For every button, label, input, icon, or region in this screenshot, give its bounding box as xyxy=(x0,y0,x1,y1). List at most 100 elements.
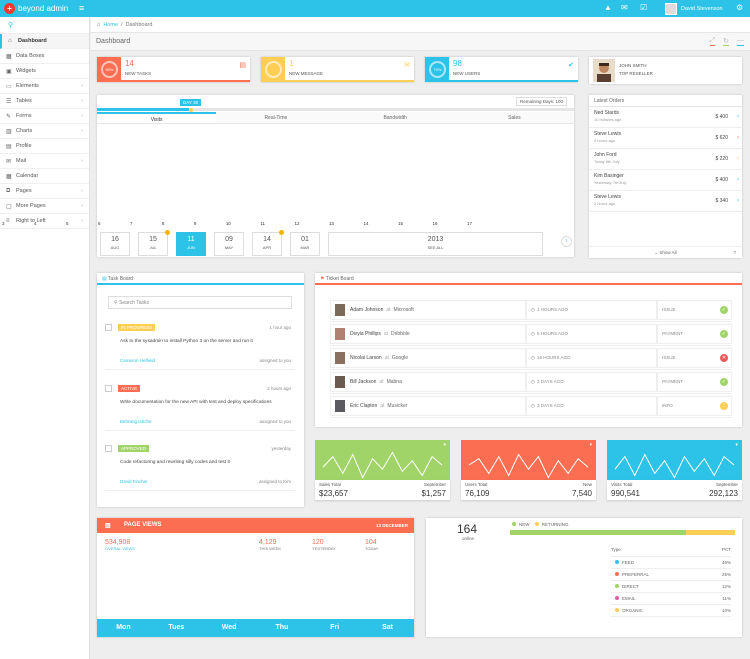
stat-label: New Users xyxy=(453,71,481,76)
weekday-thu[interactable]: Thu xyxy=(275,624,289,631)
chevron-right-icon[interactable]: › xyxy=(737,198,739,204)
task-owner-link[interactable]: Cameron Hetfield xyxy=(120,358,156,363)
date-month: APR xyxy=(262,245,272,250)
sidebar-item-dashboard[interactable]: ⌂ Dashboard xyxy=(0,34,89,49)
sidebar-item-right-to-left[interactable]: ≡ Right to Left › xyxy=(0,214,89,229)
weekday-fri[interactable]: Fri xyxy=(330,624,340,631)
task-checkbox[interactable] xyxy=(105,444,112,452)
spark-line xyxy=(468,453,589,479)
x-tick-label: 14 xyxy=(363,221,369,226)
show-all-link[interactable]: ⌄ Show All ? xyxy=(589,246,742,258)
spark-line xyxy=(614,453,735,479)
sidebar-item-calendar[interactable]: ▦ Calendar xyxy=(0,169,89,184)
alert-icon[interactable]: ▲ xyxy=(604,3,612,12)
tasks-icon[interactable]: ☑ xyxy=(640,3,648,12)
sidebar-item-elements[interactable]: ▭ Elements › xyxy=(0,79,89,94)
order-item[interactable]: Steve Lewis 2 hours ago $ 620 › xyxy=(589,128,742,149)
dropdown-caret-icon[interactable]: ▾ xyxy=(589,442,592,448)
order-item[interactable]: Ned Stards 10 minutes ago $ 400 › xyxy=(589,107,742,128)
sidebar-search[interactable]: ⚲ xyxy=(0,17,89,34)
ticket-type-text: INFO xyxy=(662,403,673,408)
sidebar-item-label: Dashboard xyxy=(18,38,47,44)
weekday-mon[interactable]: Mon xyxy=(116,624,131,631)
see-all-link[interactable]: SEE ALL xyxy=(427,245,444,250)
date-jun[interactable]: 11 JUN xyxy=(176,232,206,256)
date-jul[interactable]: 15 JUL xyxy=(138,230,170,256)
task-text: Write documentation for the new API with… xyxy=(120,400,272,405)
weekday-sat[interactable]: Sat xyxy=(382,624,393,631)
dropdown-caret-icon[interactable]: ▾ xyxy=(735,442,738,448)
order-time: Yesterday 7th July xyxy=(594,180,627,185)
ticket-type: PAYMENT ✓ xyxy=(657,323,732,344)
stat-box-new-users[interactable]: 70% 98 New Users ✔ xyxy=(425,57,578,82)
chevron-right-icon[interactable]: › xyxy=(737,114,739,120)
tab-real-time[interactable]: Real-Time xyxy=(264,115,288,121)
help-icon[interactable]: ? xyxy=(733,250,736,255)
sidebar-item-tables[interactable]: ☰ Tables › xyxy=(0,94,89,109)
ticket-row[interactable]: Eric Clapton at Musicker ◷ 3 DAYS AGO INFO! xyxy=(330,394,732,418)
weekday-wed[interactable]: Wed xyxy=(221,624,237,631)
gear-icon[interactable]: ⚙ xyxy=(736,3,744,12)
sidebar-item-charts[interactable]: ▥ Charts › xyxy=(0,124,89,139)
user-menu[interactable]: David Stevenson xyxy=(665,0,723,17)
ticket-type: ISSUE ✓ xyxy=(657,299,732,320)
ticket-type: ISSUE ✕ xyxy=(657,347,732,368)
chevron-right-icon[interactable]: › xyxy=(737,156,739,162)
page-views-stat: 534,908 OVERAL VIEWS xyxy=(105,539,135,551)
brand-logo[interactable]: + beyond admin xyxy=(4,3,68,14)
sidebar-item-more-pages[interactable]: ▢ More Pages › xyxy=(0,199,89,214)
order-name: Steve Lewis xyxy=(594,131,621,137)
stat-box-new-message[interactable]: 1 New Message ✉ xyxy=(261,57,414,82)
sidebar-item-data-boxes[interactable]: ▦ Data Boxes xyxy=(0,49,89,64)
spark-svg xyxy=(614,453,735,479)
date-may[interactable]: 09 MAY xyxy=(214,232,244,256)
date-apr[interactable]: 14 APR xyxy=(252,230,284,256)
sidebar-item-profile[interactable]: ▤ Profile xyxy=(0,139,89,154)
date-day: 11 xyxy=(187,236,195,243)
tab-sales[interactable]: Sales xyxy=(508,115,521,121)
spark-line xyxy=(322,451,443,479)
chevron-right-icon[interactable]: › xyxy=(737,135,739,141)
tab-visits[interactable]: Visits xyxy=(97,112,217,123)
order-item[interactable]: Steve Lewis 2 hours ago $ 340 › xyxy=(589,191,742,212)
task-owner-link[interactable]: Behrang Ishche xyxy=(120,419,152,424)
ticket-type: INFO! xyxy=(657,395,732,416)
task-checkbox[interactable] xyxy=(105,384,112,392)
tab-bandwidth[interactable]: Bandwidth xyxy=(383,115,407,121)
ticket-row[interactable]: Nicolai Larson at Google ◷ 16 HOURS AGO ISSUE… xyxy=(330,346,732,370)
stat-box-new-tasks[interactable]: 50% 14 New Tasks ▤ xyxy=(97,57,250,82)
date-year[interactable]: 2013 SEE ALL xyxy=(328,232,543,256)
task-checkbox[interactable] xyxy=(105,323,112,331)
ticket-row[interactable]: Bill Jackson at Mabna ◷ 2 DAYS AGO PAYMENT ✓ xyxy=(330,370,732,394)
sidebar-item-mail[interactable]: ✉ Mail › xyxy=(0,154,89,169)
day-progress-track xyxy=(97,108,574,111)
mail-icon[interactable]: ✉ xyxy=(621,3,628,12)
refresh-icon[interactable]: ↻ xyxy=(723,38,729,46)
date-mar[interactable]: 01 MAR xyxy=(290,232,320,256)
ticket-board-header: ⚑ Ticket Board xyxy=(315,273,742,285)
ticket-row[interactable]: Adam Johnson at Microsoft ◷ 1 HOURS AGO ISSUE… xyxy=(330,298,732,322)
sidebar-toggle-icon[interactable]: ≡ xyxy=(79,3,85,13)
order-item[interactable]: John Ford Today 8th July $ 220 › xyxy=(589,149,742,170)
traffic-type-label: PREFERRAL xyxy=(622,571,650,577)
expand-icon[interactable]: ⤢ xyxy=(709,37,716,46)
x-tick-label: 10 xyxy=(225,221,231,226)
dropdown-caret-icon[interactable]: ▾ xyxy=(443,442,446,448)
sidebar-item-widgets[interactable]: ▣ Widgets xyxy=(0,64,89,79)
collapse-icon[interactable]: — xyxy=(737,37,744,46)
ticket-row[interactable]: Divyia Phillips at Dribbble ◷ 5 HOURS AGO PAY… xyxy=(330,322,732,346)
task-owner-link[interactable]: David Fincher xyxy=(120,479,148,484)
chevron-right-icon[interactable]: › xyxy=(737,177,739,183)
task-search-input[interactable]: ⚲ Search Tasks xyxy=(108,296,292,309)
breadcrumb-home[interactable]: Home xyxy=(103,21,118,28)
traffic-pct: 46% xyxy=(707,556,731,569)
weekday-tues[interactable]: Tues xyxy=(168,624,185,631)
sidebar-item-forms[interactable]: ✎ Forms › xyxy=(0,109,89,124)
order-item[interactable]: Kim Basinger Yesterday 7th July $ 400 › xyxy=(589,170,742,191)
pencil-icon: ✎ xyxy=(6,113,12,120)
date-aug[interactable]: 16 AUG xyxy=(100,232,130,256)
next-date-button[interactable]: › xyxy=(561,236,572,247)
sidebar-item-pages[interactable]: ⧉ Pages › xyxy=(0,184,89,199)
chevron-right-icon: › xyxy=(81,158,83,164)
traffic-pct: 10% xyxy=(707,604,731,617)
